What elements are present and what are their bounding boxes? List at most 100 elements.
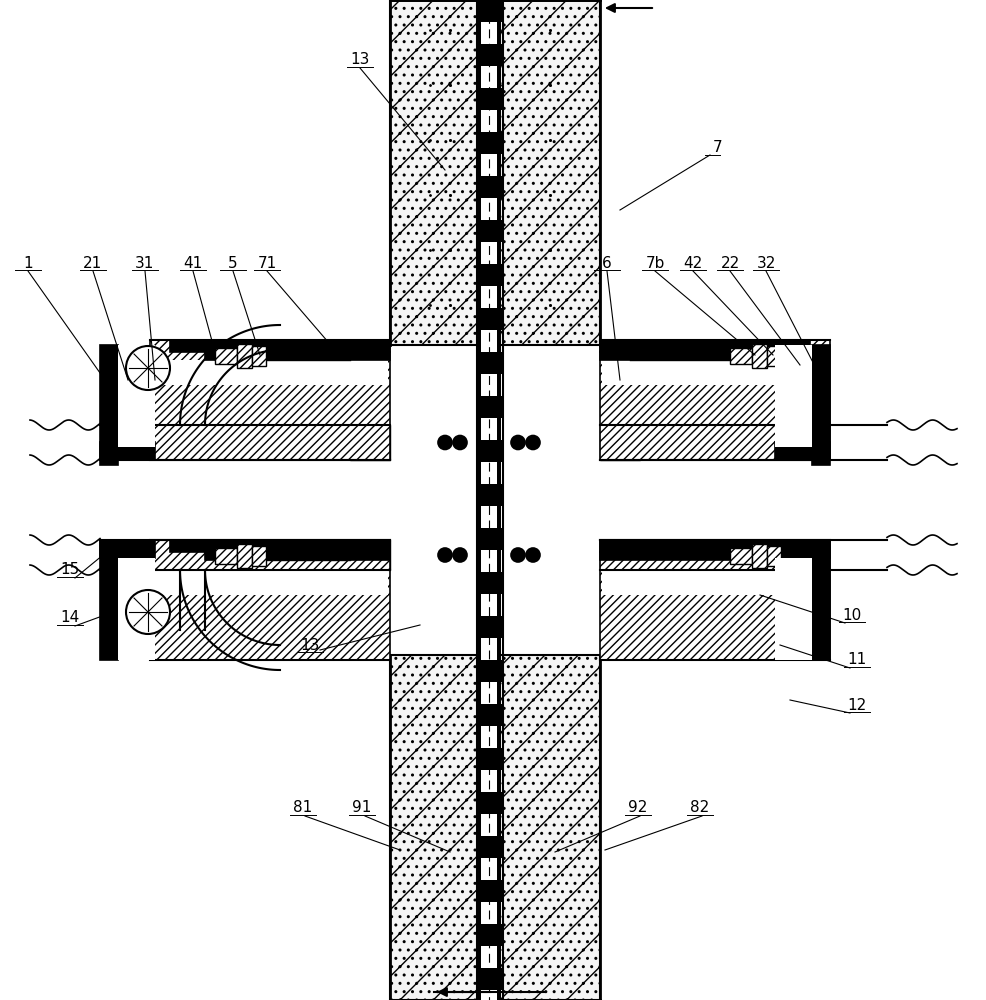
Bar xyxy=(751,344,766,368)
Bar xyxy=(215,548,237,564)
Circle shape xyxy=(438,548,452,562)
Bar xyxy=(350,540,389,570)
Bar xyxy=(251,346,266,366)
Text: 32: 32 xyxy=(755,255,775,270)
Bar xyxy=(100,442,155,460)
Bar xyxy=(476,528,503,550)
Bar xyxy=(205,552,389,560)
Bar xyxy=(730,348,751,364)
Bar xyxy=(476,924,503,946)
Circle shape xyxy=(511,436,525,450)
Text: 14: 14 xyxy=(60,610,80,626)
Circle shape xyxy=(453,548,466,562)
Bar xyxy=(811,345,829,465)
Bar xyxy=(100,540,118,660)
Bar xyxy=(118,558,155,660)
Text: 81: 81 xyxy=(293,800,313,816)
Bar xyxy=(766,546,780,566)
Bar xyxy=(599,425,639,460)
Bar xyxy=(497,0,501,1000)
Bar xyxy=(476,572,503,594)
Bar xyxy=(476,132,503,154)
Text: 21: 21 xyxy=(83,255,103,270)
Bar xyxy=(774,540,829,558)
Bar xyxy=(476,396,503,418)
Bar xyxy=(150,340,389,460)
Text: 11: 11 xyxy=(847,652,866,668)
Text: 91: 91 xyxy=(352,800,372,816)
Bar xyxy=(476,220,503,242)
Text: 15: 15 xyxy=(60,562,80,578)
Circle shape xyxy=(511,548,525,562)
Circle shape xyxy=(526,436,539,450)
Bar xyxy=(100,345,118,465)
Bar xyxy=(152,570,387,595)
Bar xyxy=(774,558,811,660)
Bar xyxy=(476,655,501,1000)
Bar xyxy=(237,344,251,368)
Text: 13: 13 xyxy=(350,52,370,68)
Bar xyxy=(599,540,639,570)
Text: 12: 12 xyxy=(847,698,866,712)
Bar xyxy=(476,704,503,726)
Bar xyxy=(476,440,503,462)
Text: 71: 71 xyxy=(257,255,276,270)
Bar xyxy=(476,176,503,198)
Bar xyxy=(476,660,503,682)
Bar xyxy=(476,968,503,990)
Bar xyxy=(601,570,827,595)
Bar xyxy=(476,748,503,770)
Text: 7: 7 xyxy=(713,140,722,155)
Text: 41: 41 xyxy=(183,255,202,270)
Bar xyxy=(476,44,503,66)
Circle shape xyxy=(438,436,452,450)
Bar xyxy=(476,880,503,902)
Text: 5: 5 xyxy=(228,255,238,270)
Bar xyxy=(730,548,751,564)
Circle shape xyxy=(453,436,466,450)
Bar xyxy=(774,442,829,460)
Text: 6: 6 xyxy=(601,255,611,270)
Bar xyxy=(601,360,827,385)
Bar xyxy=(476,352,503,374)
Bar xyxy=(476,616,503,638)
Bar xyxy=(100,540,155,558)
Bar xyxy=(811,540,829,660)
Bar xyxy=(170,340,389,352)
Bar xyxy=(237,544,251,568)
Text: 22: 22 xyxy=(720,255,739,270)
Bar xyxy=(170,540,389,552)
Text: 10: 10 xyxy=(841,607,861,622)
Circle shape xyxy=(126,590,170,634)
Bar xyxy=(599,552,774,560)
Text: 42: 42 xyxy=(682,255,702,270)
Bar xyxy=(389,655,599,1000)
Bar xyxy=(150,540,389,660)
Bar xyxy=(389,0,599,345)
Circle shape xyxy=(526,548,539,562)
Bar xyxy=(215,348,237,364)
Bar xyxy=(599,340,829,460)
Text: 1: 1 xyxy=(23,255,33,270)
Bar xyxy=(476,836,503,858)
Text: 82: 82 xyxy=(689,800,709,816)
Bar xyxy=(205,352,389,360)
Bar xyxy=(476,308,503,330)
Text: 31: 31 xyxy=(135,255,155,270)
Bar xyxy=(599,352,774,360)
Text: 13: 13 xyxy=(300,638,319,652)
Bar xyxy=(480,0,497,1000)
Bar xyxy=(152,360,387,385)
Text: 7b: 7b xyxy=(645,255,664,270)
Bar xyxy=(251,546,266,566)
Bar xyxy=(476,0,501,345)
Bar xyxy=(766,346,780,366)
Bar xyxy=(476,0,503,22)
Bar xyxy=(599,340,810,352)
Text: 92: 92 xyxy=(628,800,647,816)
Bar xyxy=(118,345,155,447)
Bar xyxy=(476,264,503,286)
Bar xyxy=(476,792,503,814)
Bar xyxy=(774,345,811,447)
Bar xyxy=(599,540,829,660)
